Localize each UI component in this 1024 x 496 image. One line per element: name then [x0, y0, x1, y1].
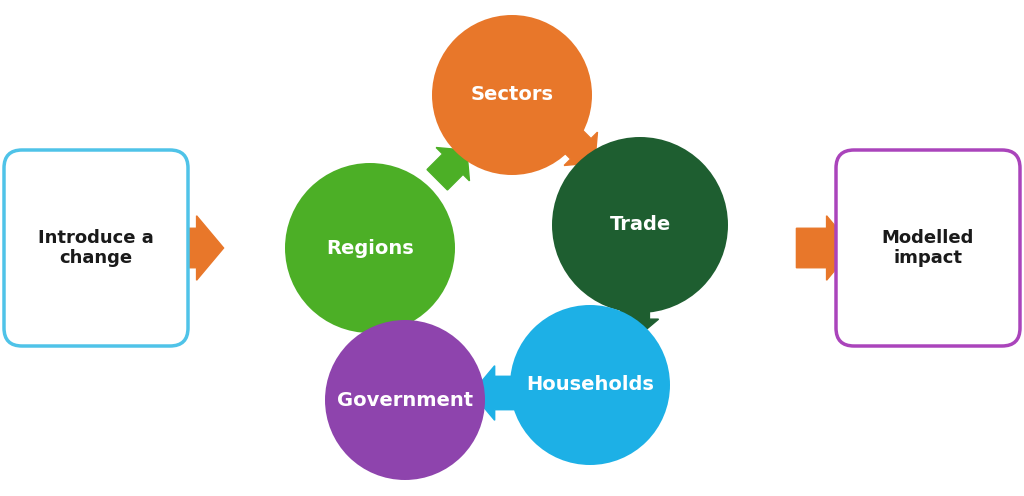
Polygon shape	[611, 297, 658, 339]
Polygon shape	[555, 123, 597, 166]
Ellipse shape	[552, 137, 728, 313]
Text: Households: Households	[526, 375, 654, 394]
Ellipse shape	[432, 15, 592, 175]
FancyBboxPatch shape	[836, 150, 1020, 346]
Text: Government: Government	[337, 390, 473, 410]
Text: Sectors: Sectors	[470, 85, 554, 105]
Polygon shape	[472, 366, 520, 420]
FancyBboxPatch shape	[4, 150, 188, 346]
Ellipse shape	[325, 320, 485, 480]
Text: Introduce a
change: Introduce a change	[38, 229, 154, 267]
Text: Trade: Trade	[609, 215, 671, 235]
Ellipse shape	[285, 163, 455, 333]
Text: Modelled
impact: Modelled impact	[882, 229, 974, 267]
Polygon shape	[375, 294, 422, 336]
Polygon shape	[166, 216, 223, 280]
Polygon shape	[797, 216, 854, 280]
Ellipse shape	[510, 305, 670, 465]
Text: Regions: Regions	[326, 239, 414, 257]
Polygon shape	[427, 147, 469, 190]
